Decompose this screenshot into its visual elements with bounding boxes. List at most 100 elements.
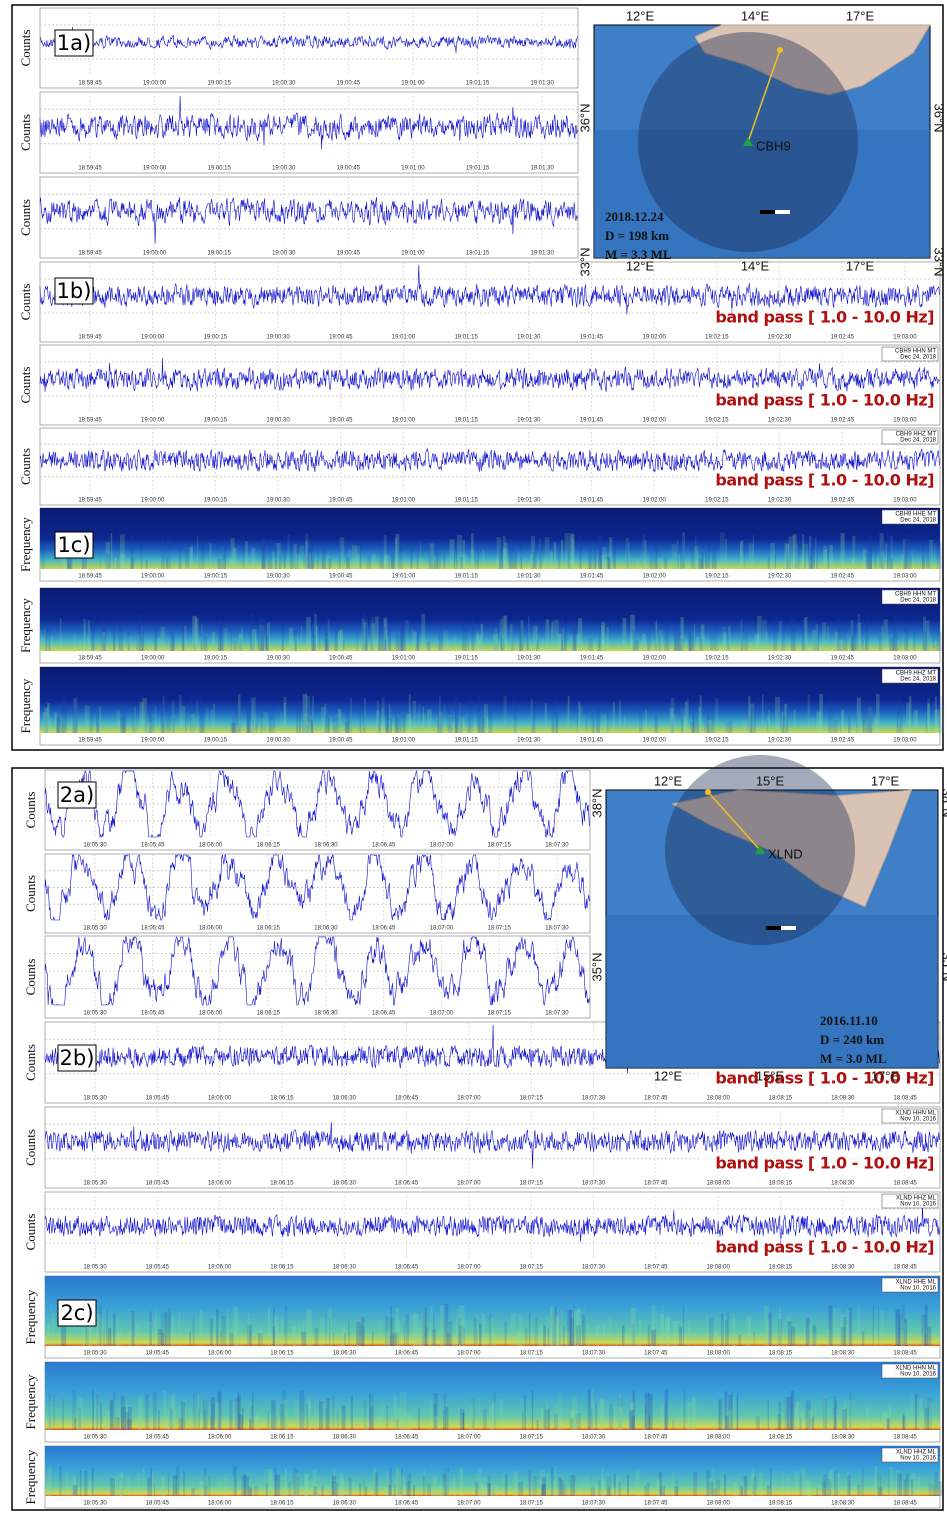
panel-label: 2b) bbox=[60, 1046, 95, 1070]
spectrogram-texture bbox=[96, 712, 99, 733]
spectrogram-texture bbox=[398, 546, 402, 569]
spectrogram-texture bbox=[529, 1471, 531, 1496]
spectrogram-texture bbox=[536, 627, 538, 651]
spectrogram-texture bbox=[863, 549, 866, 569]
spectrogram-texture bbox=[519, 1315, 523, 1346]
spectrogram-texture bbox=[762, 620, 767, 651]
x-tick-label: 19:01:30 bbox=[517, 656, 541, 662]
spectrogram-texture bbox=[551, 627, 552, 651]
spectrogram-texture bbox=[301, 1332, 306, 1346]
x-tick-label: 18:06:15 bbox=[270, 1501, 294, 1507]
lon-label: 12°E bbox=[626, 8, 655, 23]
spectrogram-texture bbox=[154, 1483, 155, 1496]
x-tick-label: 19:02:15 bbox=[705, 656, 729, 662]
spectrogram-texture bbox=[922, 1418, 923, 1430]
spectrogram-texture bbox=[444, 703, 445, 733]
x-tick-label: 19:00:30 bbox=[266, 656, 290, 662]
spectrogram-texture bbox=[816, 712, 821, 733]
spectrogram-texture bbox=[198, 1409, 200, 1430]
spectrogram-texture bbox=[305, 533, 308, 569]
spectrogram-texture bbox=[711, 696, 715, 733]
spectrogram-texture bbox=[879, 542, 884, 569]
x-tick-label: 19:02:15 bbox=[705, 418, 729, 424]
x-tick-label: 19:00:00 bbox=[141, 498, 165, 504]
spectrogram-texture bbox=[158, 1411, 160, 1430]
x-tick-label: 18:08:45 bbox=[893, 1181, 917, 1187]
spectrogram-texture bbox=[786, 708, 788, 733]
x-tick-label: 18:05:45 bbox=[146, 1265, 170, 1271]
station-date: Dec 24, 2018 bbox=[900, 438, 936, 444]
spectrogram-texture bbox=[328, 559, 331, 569]
spectrogram-texture bbox=[857, 614, 860, 651]
spectrogram-texture bbox=[381, 708, 383, 733]
x-tick-label: 18:08:45 bbox=[893, 1435, 917, 1441]
y-axis-label: Counts bbox=[18, 114, 33, 151]
x-tick-label: 19:00:30 bbox=[272, 251, 296, 257]
spectrogram-texture bbox=[791, 617, 796, 651]
x-tick-label: 18:08:00 bbox=[706, 1501, 730, 1507]
spectrogram-texture bbox=[42, 712, 46, 733]
x-tick-label: 18:06:15 bbox=[270, 1265, 294, 1271]
spectrogram-texture bbox=[693, 1472, 697, 1496]
spectrogram-texture bbox=[714, 1331, 718, 1346]
spectrogram-texture bbox=[595, 1485, 599, 1496]
spectrogram-texture bbox=[438, 1485, 441, 1496]
spectrogram-texture bbox=[181, 706, 186, 733]
lon-label: 17°E bbox=[846, 258, 875, 273]
spectrogram-texture bbox=[89, 712, 93, 733]
spectrogram-texture bbox=[294, 544, 297, 569]
spectrogram-texture bbox=[424, 1470, 425, 1496]
spectrogram-texture bbox=[857, 698, 861, 733]
panel-label: 1c) bbox=[57, 533, 90, 557]
spectrogram-texture bbox=[729, 721, 733, 733]
spectrogram-texture bbox=[137, 1473, 142, 1496]
spectrogram-texture bbox=[254, 1486, 259, 1496]
x-tick-label: 18:05:45 bbox=[146, 1096, 170, 1102]
spectrogram-texture bbox=[261, 538, 264, 569]
spectrogram-texture bbox=[351, 1396, 353, 1430]
x-tick-label: 19:02:15 bbox=[705, 335, 729, 341]
spectrogram-texture bbox=[490, 1407, 492, 1430]
spectrogram-texture bbox=[448, 1321, 452, 1346]
spectrogram-texture bbox=[460, 1305, 465, 1346]
spectrogram-texture bbox=[848, 716, 851, 733]
spectrogram-texture bbox=[927, 638, 929, 651]
x-tick-label: 18:07:15 bbox=[520, 1435, 544, 1441]
spectrogram-texture bbox=[927, 703, 930, 733]
spectrogram-texture bbox=[100, 552, 101, 569]
trace-frame bbox=[40, 92, 578, 173]
x-tick-label: 19:01:00 bbox=[392, 418, 416, 424]
spectrogram-texture bbox=[100, 1403, 102, 1430]
spectrogram-texture bbox=[280, 1404, 284, 1430]
spectrogram-texture bbox=[861, 1420, 865, 1430]
spectrogram-texture bbox=[721, 1314, 724, 1346]
spectrogram-texture bbox=[131, 558, 135, 569]
spectrogram-texture bbox=[264, 712, 267, 733]
x-tick-label: 18:07:45 bbox=[644, 1265, 668, 1271]
spectrogram-texture bbox=[635, 1469, 640, 1496]
spectrogram-texture bbox=[939, 632, 942, 651]
spectrogram-texture bbox=[841, 710, 844, 733]
spectrogram-texture bbox=[388, 1485, 391, 1496]
spectrogram-texture bbox=[671, 719, 675, 733]
spectrogram-texture bbox=[88, 620, 90, 651]
spectrogram-texture bbox=[494, 1391, 496, 1430]
spectrogram-texture bbox=[836, 1308, 840, 1346]
spectrogram-texture bbox=[401, 1476, 405, 1496]
filter-label: band pass [ 1.0 - 10.0 Hz] bbox=[715, 1154, 934, 1173]
spectrogram-texture bbox=[345, 722, 349, 733]
spectrogram-texture bbox=[182, 629, 184, 651]
x-tick-label: 18:06:30 bbox=[333, 1435, 357, 1441]
spectrogram-texture bbox=[407, 1414, 411, 1430]
spectrogram-texture bbox=[252, 719, 254, 733]
spectrogram-texture bbox=[857, 1305, 859, 1346]
filter-label: band pass [ 1.0 - 10.0 Hz] bbox=[715, 1238, 934, 1257]
spectrogram-texture bbox=[569, 533, 574, 569]
x-tick-label: 19:00:30 bbox=[272, 166, 296, 172]
x-tick-label: 18:08:00 bbox=[706, 1096, 730, 1102]
spectrogram-texture bbox=[393, 1485, 395, 1496]
spectrogram-texture bbox=[207, 708, 209, 733]
spectrogram-texture bbox=[250, 1488, 252, 1496]
spectrogram-texture bbox=[379, 1322, 380, 1346]
x-tick-label: 18:05:30 bbox=[83, 843, 107, 849]
